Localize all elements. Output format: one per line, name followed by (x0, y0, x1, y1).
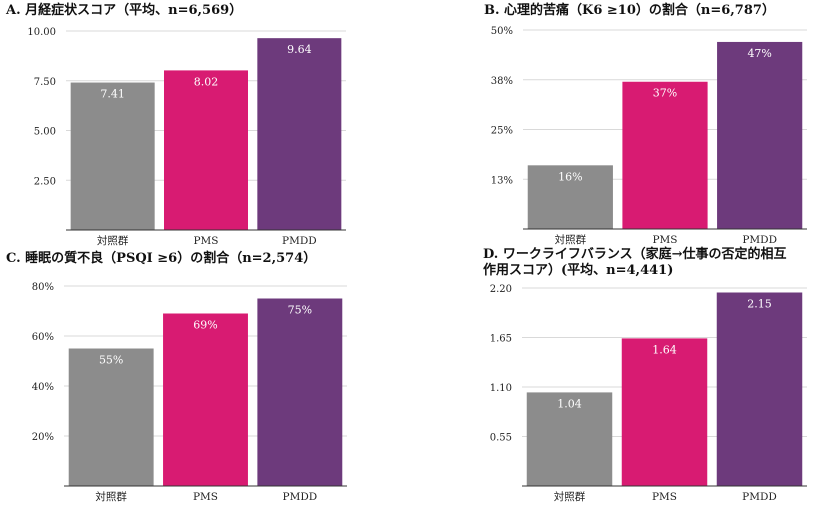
bar-b-0 (527, 165, 613, 229)
chart-panel-a: A. 月経症状スコア（平均、n=6,569） 2.50 5.00 7.50 10.00… (0, 0, 415, 247)
x-tick-label-b-2: PMDD (742, 234, 777, 246)
x-tick-label-a-0: 対照群 (97, 234, 129, 247)
chart-title-c: C. 睡眠の質不良（PSQI ≥6）の割合（n=2,574） (6, 251, 317, 266)
y-tick-label-b: 50% (491, 26, 513, 37)
bar-value-label-d-2: 2.15 (747, 298, 772, 311)
y-tick-label-a: 10.00 (27, 27, 56, 38)
chart-title-d-line2: 作用スコア）(平均、n=4,441) (483, 263, 674, 278)
bar-value-label-c-2: 75% (288, 304, 312, 317)
bar-value-label-a-2: 9.64 (287, 43, 312, 56)
x-tick-label-d-1: PMS (652, 491, 677, 503)
chart-panel-d: D. ワークライフバランス（家庭→仕事の否定的相互 作用スコア）(平均、n=4,… (415, 245, 830, 505)
y-tick-label-d: 1.10 (490, 383, 512, 394)
chart-b-svg: 13% 25% 38% 50% 16% 対照群 37% PMS 47% PMDD (491, 26, 807, 246)
y-tick-label-c: 60% (32, 332, 54, 343)
x-tick-label-c-0: 対照群 (95, 490, 127, 503)
x-tick-label-b-1: PMS (652, 234, 677, 246)
x-tick-label-c-1: PMS (193, 491, 218, 503)
y-tick-label-a: 5.00 (34, 127, 56, 138)
y-tick-label-c: 40% (32, 382, 54, 393)
y-tick-label-d: 2.20 (490, 284, 512, 295)
bar-d-1 (621, 338, 708, 486)
y-tick-label-a: 2.50 (34, 176, 56, 187)
y-tick-label-d: 1.65 (490, 334, 512, 345)
bar-c-1 (163, 313, 248, 486)
y-tick-label-c: 80% (32, 282, 54, 293)
x-tick-label-b-0: 対照群 (555, 233, 587, 246)
bar-b-2 (717, 41, 803, 229)
y-tick-label-b: 13% (491, 175, 513, 186)
chart-a-svg: 2.50 5.00 7.50 10.00 7.41 対照群 8.02 PMS 9.64 PMDD (27, 27, 346, 247)
chart-c-svg: 20% 40% 60% 80% 55% 対照群 69% PMS 75% PMDD (32, 282, 347, 503)
bar-value-label-b-2: 47% (747, 47, 771, 60)
y-tick-label-b: 38% (491, 76, 513, 87)
chart-panel-c: C. 睡眠の質不良（PSQI ≥6）の割合（n=2,574） 20% 40% 60%… (0, 245, 415, 505)
bar-c-2 (257, 298, 343, 486)
x-tick-label-d-0: 対照群 (554, 490, 586, 503)
chart-title-d-line1: D. ワークライフバランス（家庭→仕事の否定的相互 (483, 247, 787, 262)
bar-value-label-a-0: 7.41 (100, 88, 125, 101)
bar-d-0 (526, 392, 613, 486)
bar-d-2 (716, 292, 803, 486)
bar-b-1 (622, 81, 708, 230)
chart-d-svg: 0.55 1.10 1.65 2.20 1.04 対照群 1.64 PMS 2.15 PMDD (490, 284, 807, 503)
bar-c-0 (68, 348, 154, 486)
y-tick-label-a: 7.50 (34, 77, 56, 88)
chart-title-b: B. 心理的苦痛（K6 ≥10）の割合（n=6,787） (484, 3, 775, 18)
chart-title-a: A. 月経症状スコア（平均、n=6,569） (6, 3, 243, 18)
bar-value-label-c-0: 55% (99, 354, 123, 367)
bar-value-label-a-1: 8.02 (194, 75, 219, 88)
x-tick-label-c-2: PMDD (283, 491, 318, 503)
bar-value-label-b-1: 37% (653, 87, 677, 100)
chart-panel-b: B. 心理的苦痛（K6 ≥10）の割合（n=6,787） 13% 25% 38% 50… (415, 0, 830, 246)
y-tick-label-c: 20% (32, 432, 54, 443)
bar-a-0 (70, 82, 155, 230)
x-tick-label-d-2: PMDD (742, 491, 777, 503)
bar-a-2 (257, 38, 342, 230)
x-tick-label-a-1: PMS (193, 235, 218, 247)
y-tick-label-d: 0.55 (490, 433, 512, 444)
bar-value-label-d-0: 1.04 (557, 397, 582, 410)
bar-value-label-c-1: 69% (193, 319, 217, 332)
x-tick-label-a-2: PMDD (282, 235, 317, 247)
y-tick-label-b: 25% (491, 126, 513, 137)
bar-value-label-b-0: 16% (558, 170, 582, 183)
bar-a-1 (164, 70, 248, 230)
bar-value-label-d-1: 1.64 (652, 343, 677, 356)
